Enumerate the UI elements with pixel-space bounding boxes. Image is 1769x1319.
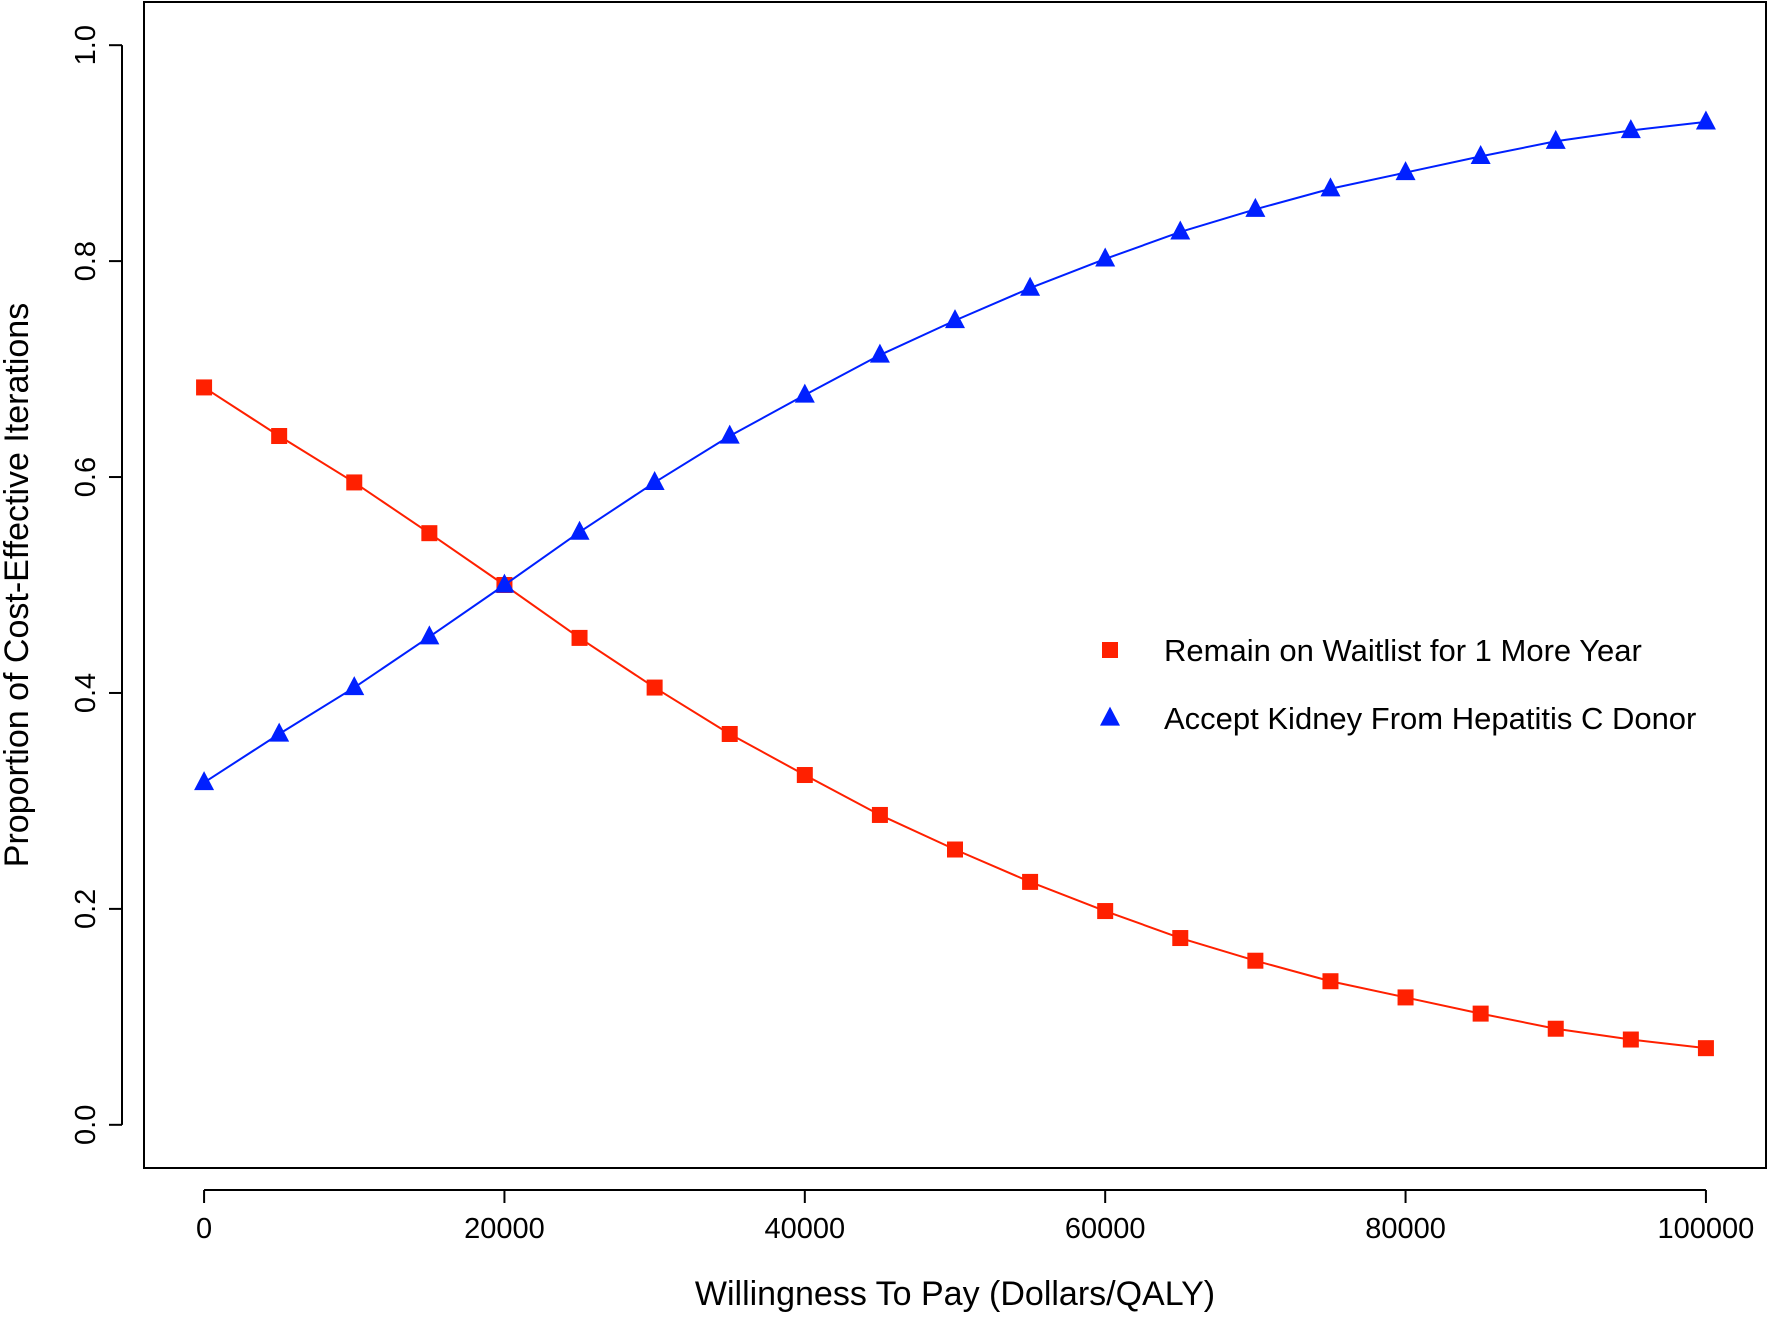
data-point-square bbox=[947, 841, 963, 858]
data-point-triangle bbox=[1170, 220, 1191, 240]
y-axis-label: Proportion of Cost-Effective Iterations bbox=[0, 303, 36, 867]
y-tick-label: 0.2 bbox=[70, 889, 102, 929]
x-tick-label: 100000 bbox=[1658, 1213, 1755, 1245]
data-point-triangle bbox=[1095, 247, 1116, 267]
x-tick-label: 20000 bbox=[464, 1213, 545, 1245]
series-layer bbox=[194, 110, 1716, 1057]
data-point-triangle bbox=[1320, 177, 1341, 197]
x-tick-label: 0 bbox=[196, 1213, 212, 1245]
data-point-triangle bbox=[269, 722, 290, 742]
data-point-square bbox=[646, 679, 663, 696]
legend-marker-triangle bbox=[1100, 706, 1120, 726]
data-point-triangle bbox=[644, 471, 665, 491]
y-tick-label: 1.0 bbox=[70, 25, 102, 65]
plot-frame bbox=[143, 1, 1767, 1169]
data-point-square bbox=[421, 525, 438, 542]
data-point-triangle bbox=[945, 309, 965, 329]
data-point-triangle bbox=[1620, 119, 1641, 139]
data-point-triangle bbox=[794, 383, 815, 403]
data-point-square bbox=[1622, 1031, 1639, 1048]
data-point-square bbox=[871, 806, 888, 823]
series-1 bbox=[194, 110, 1716, 791]
data-point-square bbox=[1097, 903, 1114, 920]
data-point-triangle bbox=[494, 573, 515, 593]
data-point-square bbox=[1472, 1005, 1489, 1022]
data-point-square bbox=[1697, 1040, 1714, 1057]
y-tick-label: 0.6 bbox=[70, 457, 102, 497]
data-point-square bbox=[1247, 952, 1264, 969]
x-tick-label: 40000 bbox=[764, 1213, 845, 1245]
data-point-square bbox=[271, 428, 288, 445]
data-point-triangle bbox=[869, 343, 890, 363]
series-line bbox=[203, 120, 1707, 784]
data-point-square bbox=[721, 725, 738, 742]
data-point-triangle bbox=[1545, 129, 1566, 149]
data-point-square bbox=[1397, 989, 1414, 1006]
x-tick-label: 60000 bbox=[1065, 1213, 1146, 1245]
data-point-square bbox=[346, 474, 363, 491]
y-tick-label: 0.8 bbox=[70, 241, 102, 281]
data-point-triangle bbox=[419, 625, 440, 645]
data-point-triangle bbox=[1245, 197, 1266, 217]
x-axis-label: Willingness To Pay (Dollars/QALY) bbox=[695, 1275, 1215, 1313]
data-point-triangle bbox=[719, 424, 740, 444]
y-tick-label: 0.0 bbox=[70, 1105, 102, 1145]
data-point-square bbox=[1322, 973, 1339, 990]
data-point-square bbox=[1547, 1020, 1564, 1037]
data-point-triangle bbox=[1020, 276, 1041, 296]
data-point-square bbox=[1172, 930, 1189, 947]
axes-layer: 0 20000 40000 60000 80000 100000 0.0 0.2 0.4 0.6 0… bbox=[70, 1, 1767, 1245]
legend-marker-square bbox=[1102, 642, 1118, 658]
data-point-square bbox=[571, 629, 588, 646]
data-point-triangle bbox=[1470, 144, 1491, 164]
y-tick-label: 0.4 bbox=[70, 673, 102, 713]
data-point-square bbox=[796, 767, 813, 784]
data-point-square bbox=[196, 379, 213, 396]
data-point-triangle bbox=[569, 520, 590, 540]
x-tick-label: 80000 bbox=[1365, 1213, 1446, 1245]
data-point-square bbox=[1022, 873, 1039, 890]
legend-label: Accept Kidney From Hepatitis C Donor bbox=[1164, 701, 1696, 736]
legend-label: Remain on Waitlist for 1 More Year bbox=[1164, 633, 1642, 668]
data-point-triangle bbox=[1395, 161, 1416, 181]
legend: Remain on Waitlist for 1 More Year Accept… bbox=[1100, 633, 1696, 736]
data-point-triangle bbox=[1695, 110, 1716, 130]
data-point-triangle bbox=[194, 771, 215, 791]
data-point-triangle bbox=[344, 676, 365, 696]
